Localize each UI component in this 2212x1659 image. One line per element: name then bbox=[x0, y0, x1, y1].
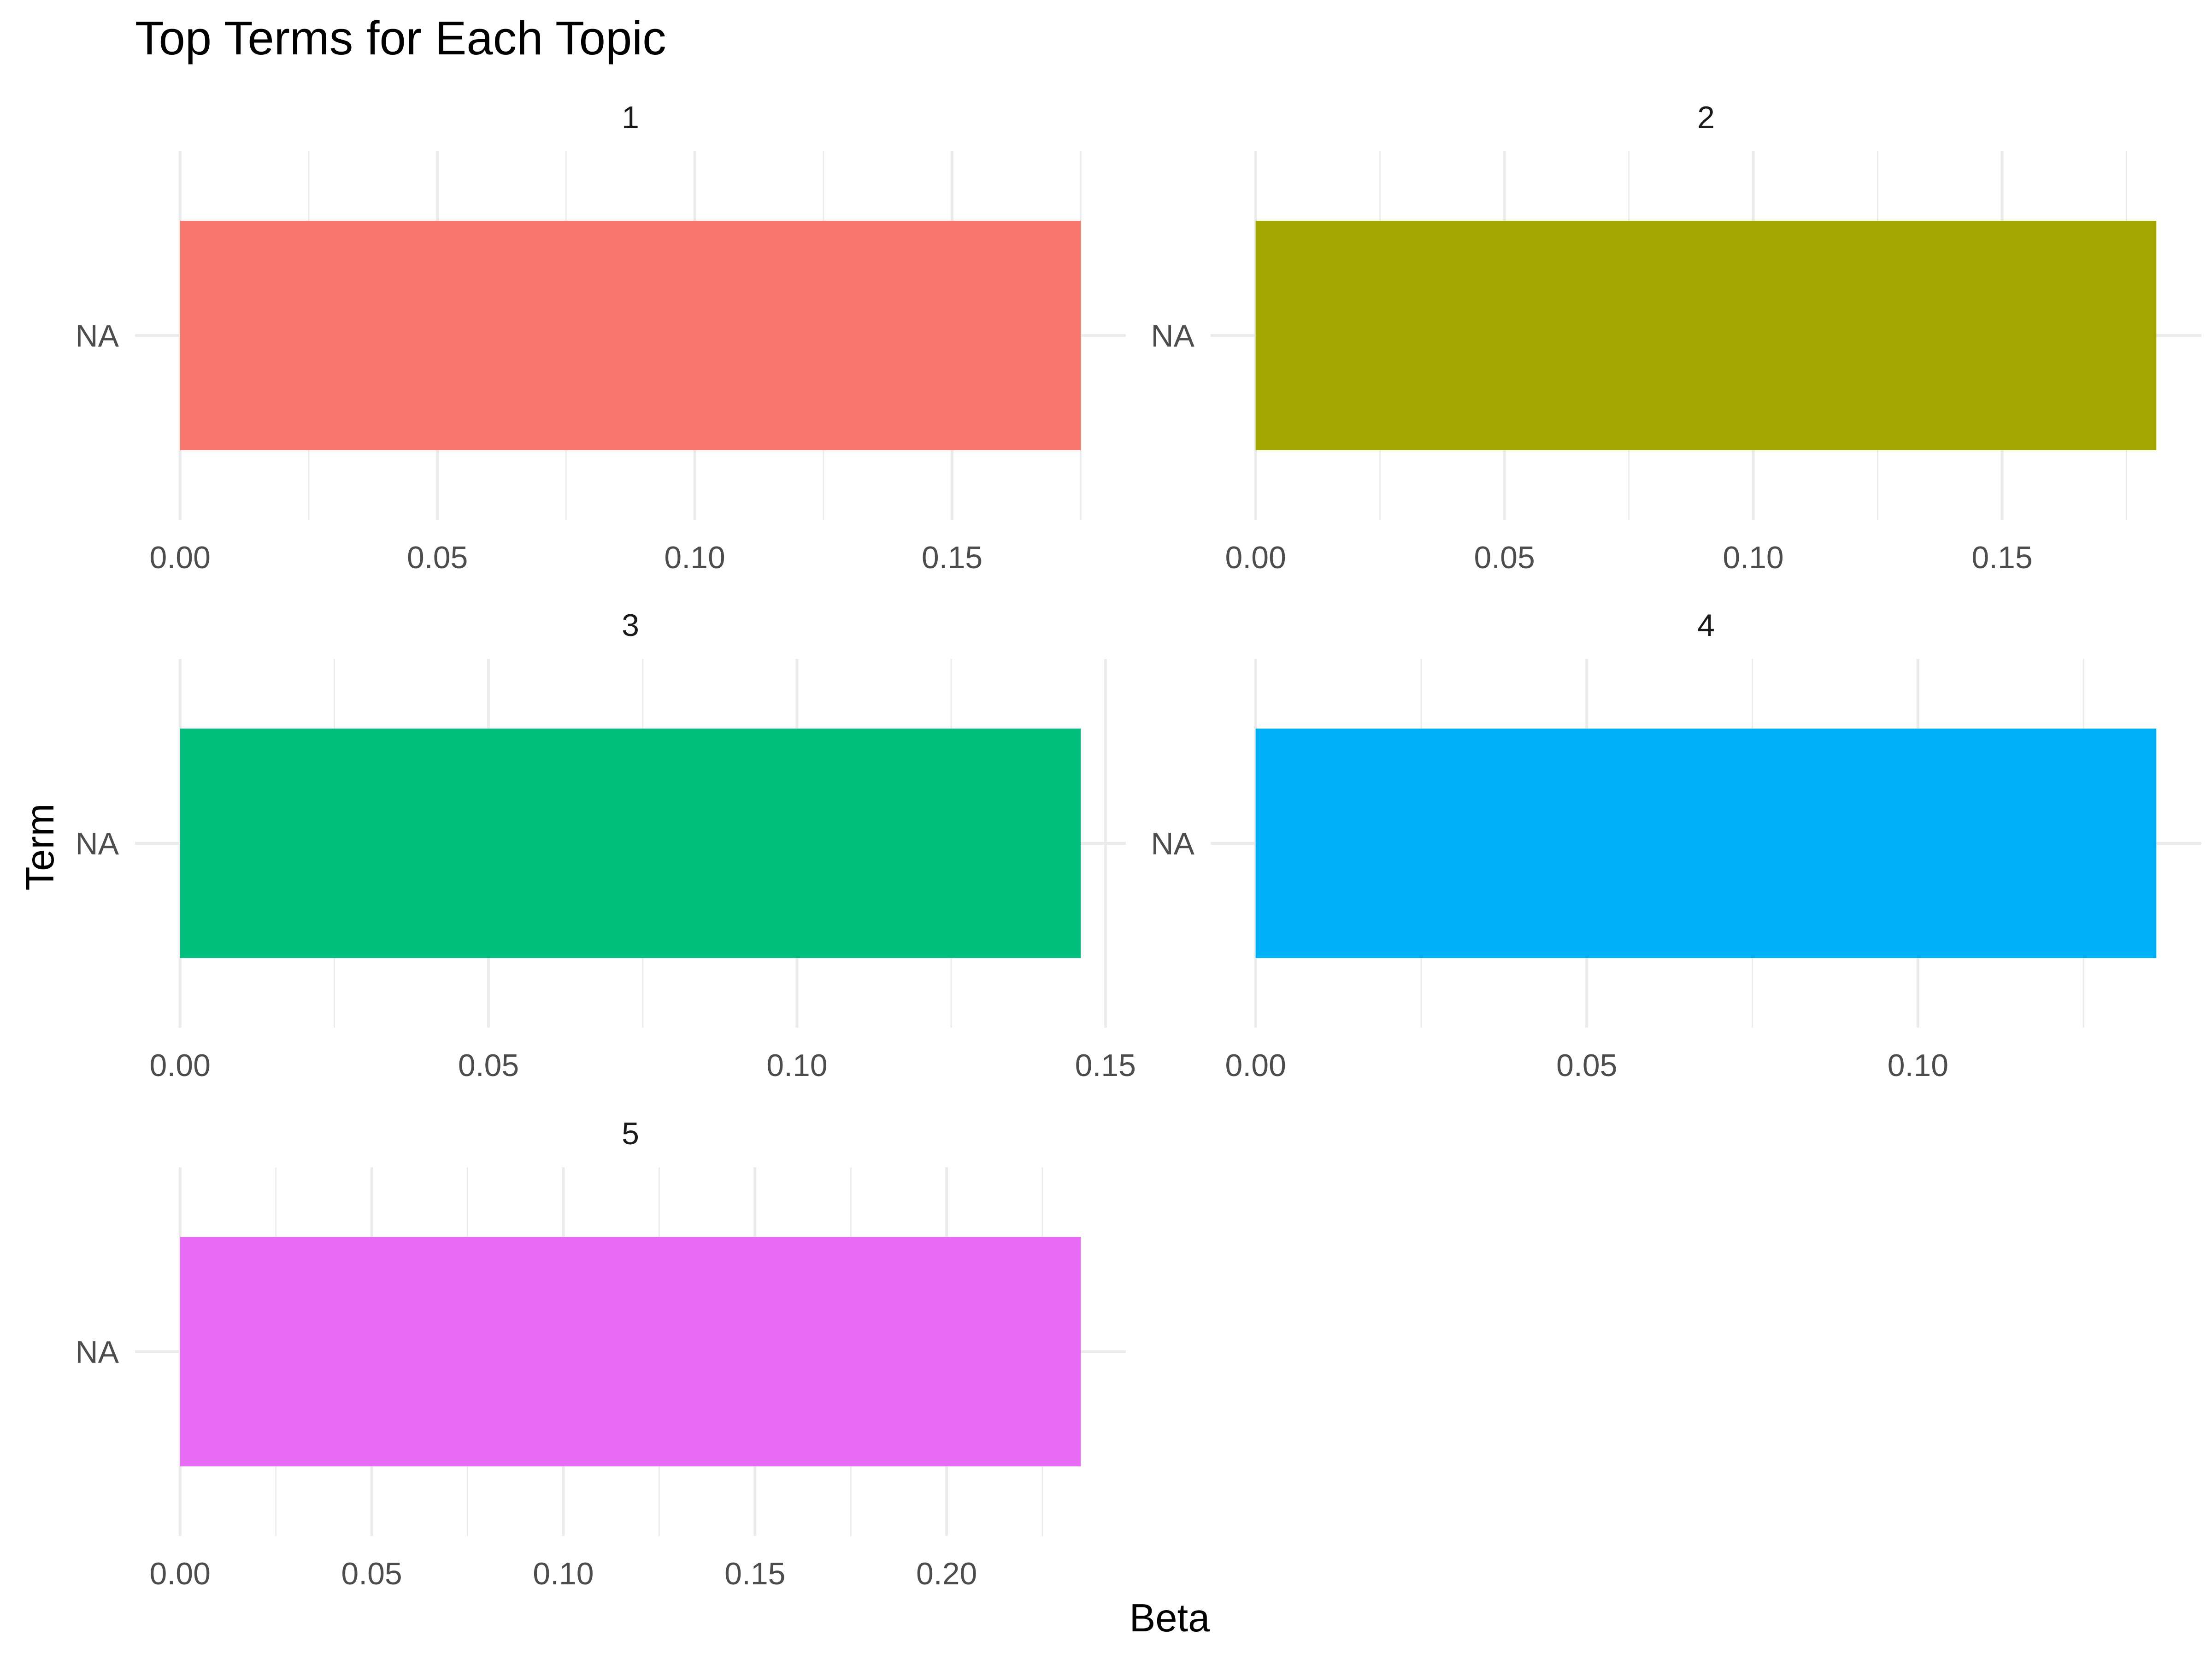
facet-strip-label: 4 bbox=[1697, 608, 1715, 643]
x-tick-label: 0.10 bbox=[766, 1048, 827, 1083]
x-tick-label: 0.00 bbox=[150, 540, 211, 575]
facet-panel-1: 1 0.00 0.05 0.10 0.15 NA bbox=[76, 100, 1126, 575]
y-tick-label: NA bbox=[76, 1335, 119, 1370]
y-tick-label: NA bbox=[76, 826, 119, 861]
x-tick-label: 0.05 bbox=[1474, 540, 1535, 575]
x-tick-label: 0.15 bbox=[922, 540, 982, 575]
x-tick-label: 0.05 bbox=[458, 1048, 519, 1083]
y-tick-label: NA bbox=[76, 318, 119, 353]
bar bbox=[1255, 729, 2157, 958]
y-tick-label: NA bbox=[1151, 826, 1195, 861]
x-tick-label: 0.00 bbox=[150, 1048, 211, 1083]
x-tick-label: 0.05 bbox=[341, 1556, 402, 1591]
x-tick-label: 0.00 bbox=[1225, 1048, 1286, 1083]
x-tick-label: 0.10 bbox=[533, 1556, 594, 1591]
x-tick-label: 0.10 bbox=[1723, 540, 1783, 575]
x-tick-label: 0.20 bbox=[916, 1556, 977, 1591]
x-tick-label: 0.00 bbox=[150, 1556, 211, 1591]
facet-strip-label: 5 bbox=[622, 1116, 639, 1151]
bar bbox=[180, 221, 1081, 450]
x-tick-label: 0.05 bbox=[1556, 1048, 1617, 1083]
facet-strip-label: 2 bbox=[1697, 100, 1715, 135]
x-tick-label: 0.10 bbox=[664, 540, 725, 575]
chart-title: Top Terms for Each Topic bbox=[135, 12, 666, 65]
x-tick-label: 0.15 bbox=[1971, 540, 2032, 575]
facet-panel-5: 5 0.00 0.05 0.10 0.15 0.20 NA bbox=[76, 1116, 1126, 1591]
bar bbox=[180, 729, 1081, 958]
x-tick-label: 0.00 bbox=[1225, 540, 1286, 575]
x-tick-label: 0.05 bbox=[407, 540, 468, 575]
x-axis-title: Beta bbox=[1130, 1596, 1211, 1640]
y-tick-label: NA bbox=[1151, 318, 1195, 353]
x-tick-label: 0.10 bbox=[1888, 1048, 1948, 1083]
bar bbox=[180, 1237, 1081, 1466]
facet-strip-label: 1 bbox=[622, 100, 639, 135]
bar bbox=[1255, 221, 2157, 450]
y-axis-title: Term bbox=[18, 804, 62, 891]
facet-panel-2: 2 0.00 0.05 0.10 0.15 NA bbox=[1151, 100, 2201, 575]
x-tick-label: 0.15 bbox=[724, 1556, 785, 1591]
facet-panel-4: 4 0.00 0.05 0.10 NA bbox=[1151, 608, 2201, 1083]
facet-panel-3: 3 0.00 0.05 0.10 0.15 NA bbox=[76, 608, 1136, 1083]
facet-strip-label: 3 bbox=[622, 608, 639, 643]
x-tick-label: 0.15 bbox=[1075, 1048, 1136, 1083]
